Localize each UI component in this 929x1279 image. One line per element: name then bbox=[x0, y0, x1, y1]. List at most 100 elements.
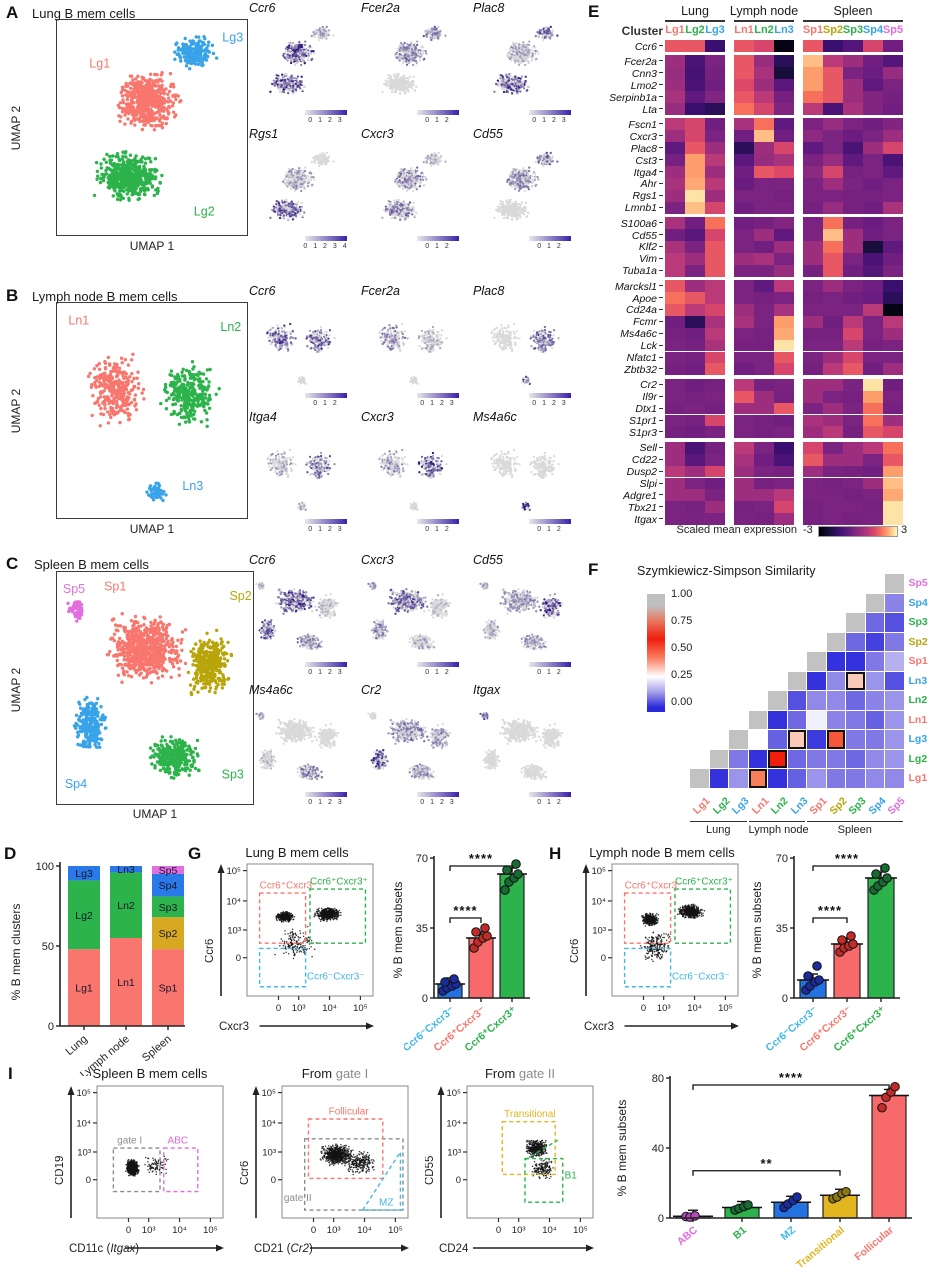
feature-point bbox=[533, 52, 537, 56]
feature-point bbox=[434, 34, 437, 37]
feature-point bbox=[289, 175, 292, 178]
umap-point bbox=[156, 80, 160, 84]
feature-point bbox=[514, 75, 517, 78]
umap-point bbox=[150, 185, 155, 189]
feature-point bbox=[537, 52, 540, 55]
feature-point bbox=[527, 169, 531, 173]
feature-point bbox=[293, 212, 297, 215]
feature-point bbox=[510, 88, 514, 92]
feature-point bbox=[274, 82, 277, 85]
feature-point bbox=[394, 52, 397, 56]
feature-point bbox=[399, 170, 403, 173]
umap-point bbox=[188, 39, 192, 43]
feature-point bbox=[300, 185, 304, 188]
umap-point bbox=[141, 387, 146, 392]
feature-point bbox=[403, 51, 406, 54]
umap-point bbox=[189, 47, 194, 52]
feature-point bbox=[499, 203, 502, 206]
umap-lung-xlabel: UMAP 1 bbox=[129, 239, 175, 253]
feature-point bbox=[398, 88, 402, 92]
feature-point bbox=[546, 28, 549, 31]
feature-plot[interactable]: 0 1 2 3 bbox=[249, 18, 351, 124]
feature-point bbox=[503, 214, 506, 217]
umap-point bbox=[92, 193, 97, 198]
umap-point bbox=[160, 173, 164, 178]
umap-point bbox=[135, 109, 139, 113]
feature-point bbox=[524, 206, 527, 210]
feature-plot[interactable]: 0 1 2 3 bbox=[473, 18, 575, 124]
feature-point bbox=[400, 86, 403, 89]
feature-point bbox=[324, 157, 327, 160]
feature-point bbox=[510, 185, 513, 188]
feature-point bbox=[283, 56, 286, 59]
feature-point bbox=[514, 79, 518, 83]
feature-point bbox=[408, 210, 412, 213]
feature-point bbox=[513, 49, 516, 52]
feature-point bbox=[518, 47, 521, 50]
umap-point bbox=[174, 42, 178, 47]
feature-title: Cxcr3 bbox=[361, 127, 394, 141]
feature-point bbox=[538, 31, 541, 34]
feature-point bbox=[532, 46, 535, 49]
umap-point bbox=[152, 193, 156, 198]
feature-point bbox=[516, 76, 519, 80]
feature-point bbox=[289, 183, 292, 186]
umap-point bbox=[115, 152, 120, 156]
feature-point bbox=[405, 81, 408, 84]
feature-point bbox=[414, 214, 417, 218]
umap-point bbox=[169, 84, 173, 89]
feature-point bbox=[406, 168, 409, 172]
feature-point bbox=[307, 52, 310, 55]
feature-point bbox=[283, 86, 286, 89]
feature-point bbox=[322, 28, 325, 31]
feature-point bbox=[324, 160, 327, 163]
feature-point bbox=[500, 213, 504, 216]
feature-point bbox=[500, 83, 503, 86]
feature-point bbox=[509, 74, 512, 78]
feature-plot[interactable]: 0 1 2 bbox=[361, 18, 463, 124]
feature-point bbox=[525, 180, 528, 183]
feature-point bbox=[526, 56, 529, 59]
umap-point bbox=[152, 128, 157, 132]
feature-point bbox=[497, 210, 501, 213]
feature-point bbox=[390, 90, 394, 94]
feature-point bbox=[417, 180, 420, 184]
umap-point bbox=[146, 156, 150, 160]
feature-point bbox=[303, 50, 306, 53]
umap-point bbox=[111, 176, 115, 180]
feature-colorbar bbox=[529, 110, 571, 115]
feature-plot[interactable]: 0 1 2 bbox=[361, 144, 463, 250]
feature-point bbox=[312, 49, 315, 53]
feature-plot[interactable]: 0 1 2 3 4 bbox=[249, 144, 351, 250]
umap-lung-ylabel: UMAP 2 bbox=[9, 105, 23, 151]
feature-point bbox=[306, 184, 310, 188]
feature-point bbox=[392, 79, 395, 82]
umap-point bbox=[174, 113, 178, 117]
feature-point bbox=[514, 201, 517, 204]
umap-point bbox=[124, 150, 128, 154]
umap-point bbox=[150, 118, 154, 123]
feature-point bbox=[514, 45, 517, 48]
umap-point bbox=[120, 157, 125, 161]
feature-point bbox=[434, 28, 437, 31]
feature-point bbox=[433, 151, 436, 155]
umap-point bbox=[173, 57, 177, 61]
feature-point bbox=[414, 59, 417, 63]
umap-point bbox=[150, 124, 154, 128]
feature-point bbox=[385, 84, 389, 87]
feature-point bbox=[514, 43, 517, 46]
umap-point bbox=[137, 182, 141, 186]
feature-point bbox=[289, 49, 292, 52]
umap-point bbox=[136, 386, 141, 390]
feature-point bbox=[388, 209, 391, 212]
feature-point bbox=[526, 182, 529, 185]
umap-point bbox=[158, 180, 162, 185]
umap-point bbox=[168, 71, 173, 76]
umap-point bbox=[159, 91, 163, 95]
feature-point bbox=[409, 185, 413, 189]
feature-plot[interactable]: 0 1 2 bbox=[473, 144, 575, 250]
umap-point bbox=[184, 51, 188, 55]
umap-point bbox=[176, 48, 180, 52]
